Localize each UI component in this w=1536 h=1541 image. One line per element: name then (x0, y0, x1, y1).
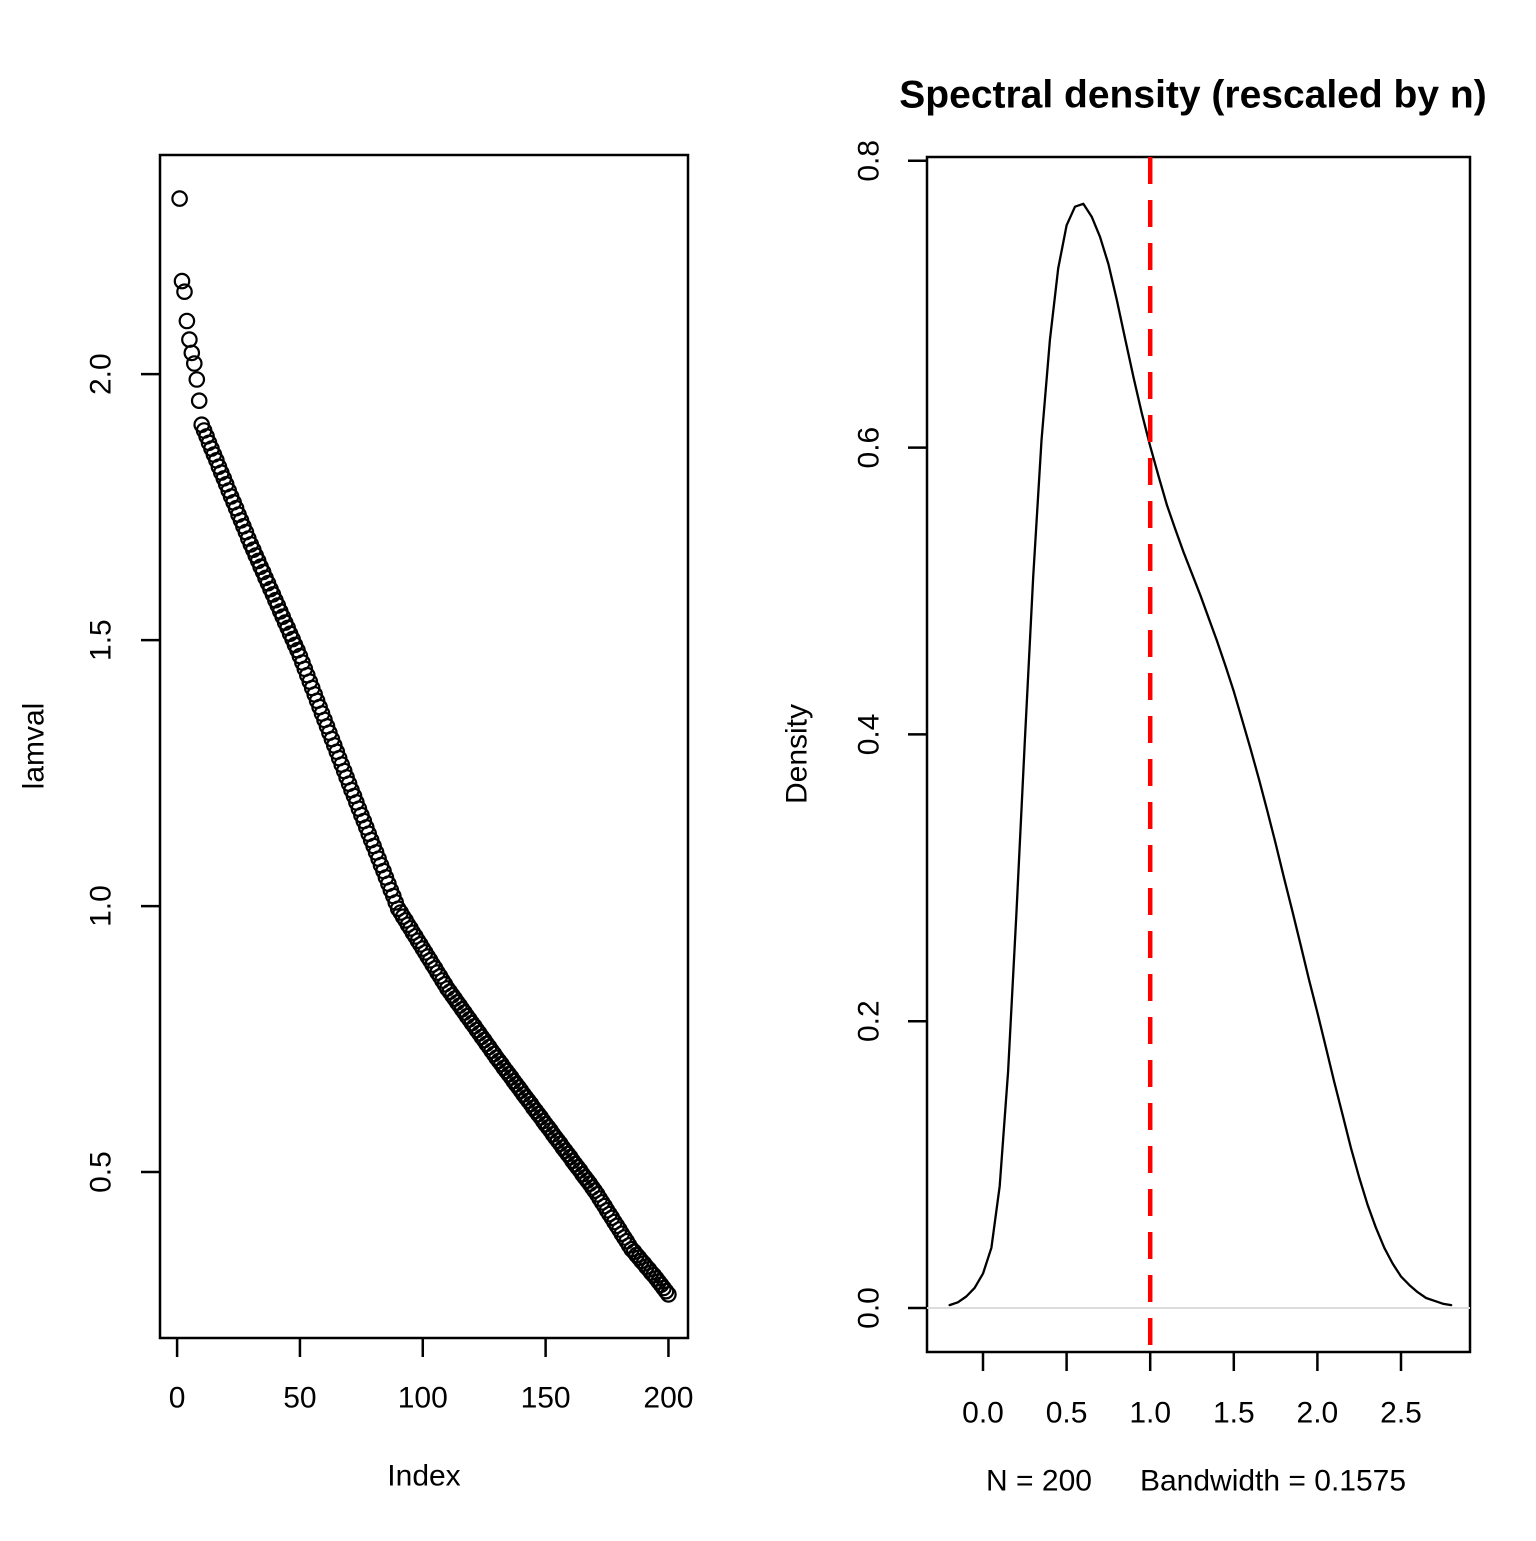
density-curve (948, 202, 1453, 1307)
x-tick-label: 2.0 (1297, 1397, 1339, 1430)
scatter-point (186, 355, 203, 372)
scatter-point (434, 972, 451, 989)
scatter-point (424, 956, 441, 973)
x-tick-label: 1.5 (1213, 1397, 1255, 1430)
scatter-point (188, 371, 206, 388)
y-tick-label: 1.5 (85, 619, 118, 661)
scatter-point (657, 1282, 675, 1300)
scatter-point (183, 344, 201, 362)
y-tick-label: 0.6 (853, 427, 886, 469)
x-tick-label: 200 (643, 1382, 693, 1415)
left-x-axis-label: Index (387, 1460, 460, 1493)
scatter-points (171, 190, 677, 1303)
y-tick-label: 0.5 (85, 1151, 118, 1193)
y-tick-label: 0.0 (853, 1287, 886, 1329)
x-tick-label: 0.5 (1046, 1397, 1088, 1430)
y-tick-label: 0.4 (853, 714, 886, 756)
left-plot: 0 50 100 150 200 0.5 1.0 1.5 2.0 Index lamval (18, 153, 693, 1493)
left-y-axis-label: lamval (18, 703, 51, 790)
right-plot-title: Spectral density (rescaled by n) (899, 74, 1486, 117)
scatter-point (660, 1286, 677, 1303)
scatter-point (176, 283, 193, 300)
scatter-point (171, 190, 188, 207)
left-y-axis: 0.5 1.0 1.5 2.0 (85, 353, 160, 1193)
scatter-point (190, 392, 208, 409)
scatter-point (173, 272, 191, 290)
x-tick-label: 2.5 (1380, 1397, 1422, 1430)
right-y-axis: 0.0 0.2 0.4 0.6 0.8 (853, 140, 927, 1329)
scatter-point (389, 900, 407, 917)
y-tick-label: 0.2 (853, 1000, 886, 1042)
left-x-axis: 0 50 100 150 200 (169, 1338, 693, 1415)
x-tick-label: 50 (283, 1382, 316, 1415)
x-tick-label: 150 (521, 1382, 571, 1415)
scatter-point (178, 312, 196, 330)
scatter-point (419, 948, 436, 965)
x-tick-label: 0.0 (962, 1397, 1004, 1430)
right-plot: Spectral density (rescaled by n) 0.0 0.5 1… (781, 74, 1487, 1498)
right-plot-box (925, 155, 1472, 1354)
x-tick-label: 100 (398, 1382, 448, 1415)
y-tick-label: 0.8 (853, 140, 886, 182)
y-tick-label: 2.0 (85, 353, 118, 395)
left-plot-box (158, 153, 690, 1340)
scatter-point (399, 916, 417, 933)
right-x-axis-label-bandwidth: Bandwidth = 0.1575 (1140, 1465, 1406, 1498)
scatter-point (394, 908, 412, 925)
x-tick-label: 0 (169, 1382, 186, 1415)
right-x-axis-label-n: N = 200 (986, 1465, 1092, 1498)
y-tick-label: 1.0 (85, 885, 118, 927)
right-x-axis: 0.0 0.5 1.0 1.5 2.0 2.5 (962, 1352, 1422, 1430)
scatter-point (181, 331, 198, 348)
right-y-axis-label: Density (781, 704, 814, 804)
x-tick-label: 1.0 (1129, 1397, 1171, 1430)
